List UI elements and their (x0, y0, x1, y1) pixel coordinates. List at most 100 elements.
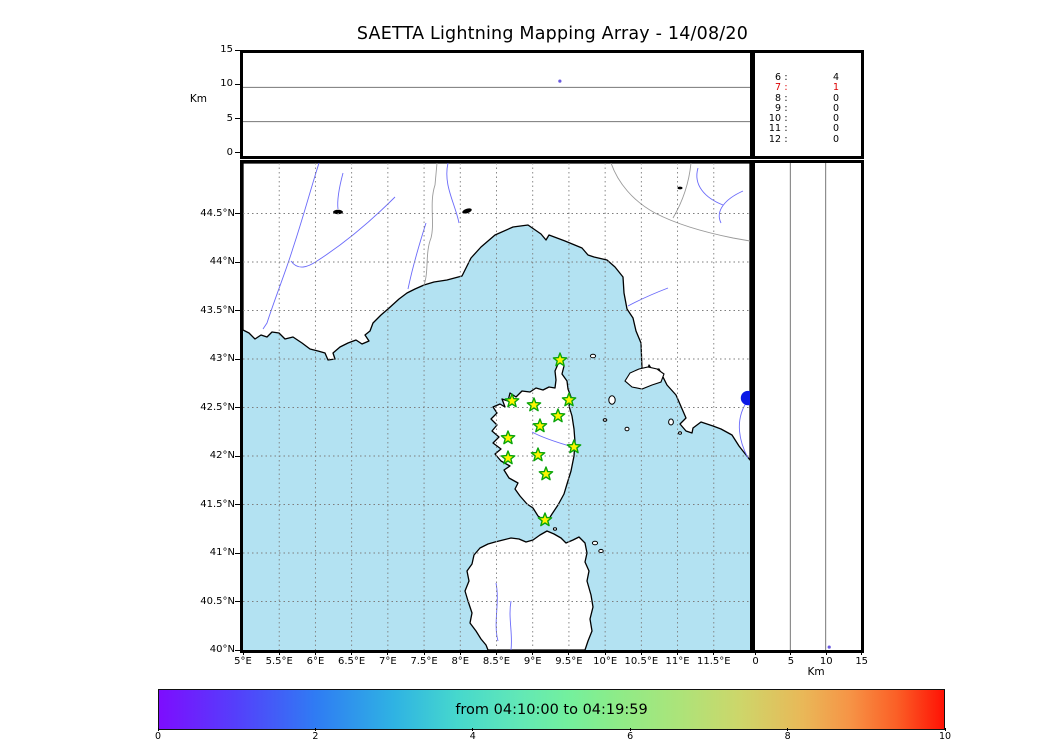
station-star-icon (538, 466, 554, 481)
tick-mark (351, 650, 353, 655)
tick-mark (235, 407, 240, 408)
station-star-icon (526, 397, 542, 412)
lat-tick-label: 42°N (209, 450, 235, 461)
tick-mark (235, 49, 240, 51)
station-count-rows: 6:4 7:1 8:0 9:0 10:0 11:0 12:0 (755, 72, 855, 145)
station-count-row: 9:0 (755, 102, 855, 114)
lon-tick-label: 8.5°E (482, 656, 511, 667)
lon-tick-label: 11.5°E (696, 656, 731, 667)
tick-mark (314, 650, 316, 655)
alt-tick-label: 5 (226, 112, 233, 124)
tick-mark (532, 650, 534, 655)
station-number: 9 (774, 102, 781, 114)
tick-mark (568, 650, 570, 655)
station-count-row: 10:0 (755, 113, 855, 125)
tick-mark (235, 118, 240, 120)
lon-tick-label: 6.5°E (338, 656, 366, 667)
tick-mark (423, 650, 425, 655)
colorbar-tick-label: 4 (469, 731, 476, 742)
source-count: 0 (832, 123, 839, 135)
tick-mark (235, 358, 240, 360)
station-number: 8 (774, 92, 781, 104)
station-star-icon (500, 450, 516, 465)
station-star-icon (532, 418, 548, 433)
plot-title: SAETTA Lightning Mapping Array - 14/08/2… (356, 24, 749, 44)
lat-tick-label: 42.5°N (200, 401, 235, 413)
station-count-row: 12:0 (755, 133, 855, 145)
source-count: 0 (832, 102, 839, 114)
tick-mark (640, 650, 642, 655)
station-count-box (752, 50, 864, 159)
station-star-icon (537, 512, 553, 527)
colorbar: from 04:10:00 to 04:19:59 (158, 689, 945, 730)
tick-mark (495, 650, 497, 655)
lon-tick-label: 8°E (451, 656, 470, 667)
colorbar-tick-label: 0 (154, 731, 162, 742)
tick-mark (235, 310, 240, 311)
station-number: 10 (768, 113, 781, 125)
station-count-row: 8:0 (755, 92, 855, 104)
tick-mark (755, 650, 756, 655)
lon-tick-label: 9.5°E (555, 656, 583, 667)
lon-tick-label: 6°E (306, 656, 325, 667)
alt-tick-label: 15 (855, 656, 869, 667)
lat-tick-label: 41.5°N (200, 498, 235, 510)
station-star-icon (530, 447, 546, 462)
tick-mark (629, 728, 631, 731)
colorbar-label: from 04:10:00 to 04:19:59 (455, 701, 648, 718)
lon-tick-label: 11°E (665, 656, 690, 667)
station-number: 12 (768, 133, 781, 145)
tick-mark (235, 455, 240, 457)
tick-mark (235, 649, 240, 651)
station-count-row: 7:1 (755, 82, 855, 94)
graticule (243, 163, 750, 650)
tick-mark (472, 728, 474, 731)
lon-tick-label: 7°E (379, 656, 397, 667)
tick-mark (314, 728, 316, 731)
alt-tick-label: 10 (220, 78, 233, 90)
tick-mark (790, 650, 792, 655)
tick-mark (235, 552, 240, 554)
lat-tick-label: 44.5°N (200, 207, 235, 219)
station-star-icon (561, 392, 577, 407)
alt-tick-label: 5 (787, 656, 795, 667)
tick-mark (235, 504, 240, 505)
coastline-sardinia (464, 530, 594, 650)
source-count: 0 (832, 113, 839, 125)
altitude-axis-label-bottom: Km (807, 666, 825, 678)
altitude-latitude-panel (752, 160, 864, 653)
altitude-latitude-plot (789, 163, 831, 650)
lon-tick-label: 10°E (593, 656, 618, 667)
tick-mark (235, 261, 240, 263)
tick-mark (235, 601, 240, 602)
tick-mark (459, 650, 461, 655)
lat-tick-label: 40°N (209, 644, 235, 655)
colorbar-tick-label: 10 (938, 731, 952, 742)
map-plot (243, 163, 750, 650)
lightning-source-dot (827, 645, 831, 649)
alt-tick-label: 15 (220, 44, 233, 55)
tick-mark (677, 650, 679, 655)
map-panel (240, 160, 753, 653)
lon-tick-label: 10.5°E (624, 656, 659, 667)
lon-tick-label: 5°E (234, 656, 252, 667)
lat-tick-label: 43°N (209, 353, 235, 364)
lightning-source-dot (740, 390, 750, 406)
altitude-axis-label-left: Km (189, 93, 207, 105)
alt-tick-label: 0 (226, 146, 233, 158)
tick-mark (387, 650, 389, 655)
station-star-icon (566, 439, 582, 454)
station-number: 11 (768, 123, 781, 135)
lat-tick-label: 41°N (209, 547, 235, 558)
source-count: 0 (832, 92, 839, 104)
source-count: 0 (832, 133, 839, 145)
station-count-row: 6:4 (755, 72, 855, 83)
small-islands (552, 353, 682, 554)
source-count: 1 (832, 82, 839, 94)
station-markers (500, 352, 582, 527)
altitude-time-plot (243, 79, 750, 123)
tick-mark (787, 728, 789, 731)
tick-mark (235, 152, 240, 154)
tick-mark (242, 650, 244, 655)
tick-mark (604, 650, 606, 655)
